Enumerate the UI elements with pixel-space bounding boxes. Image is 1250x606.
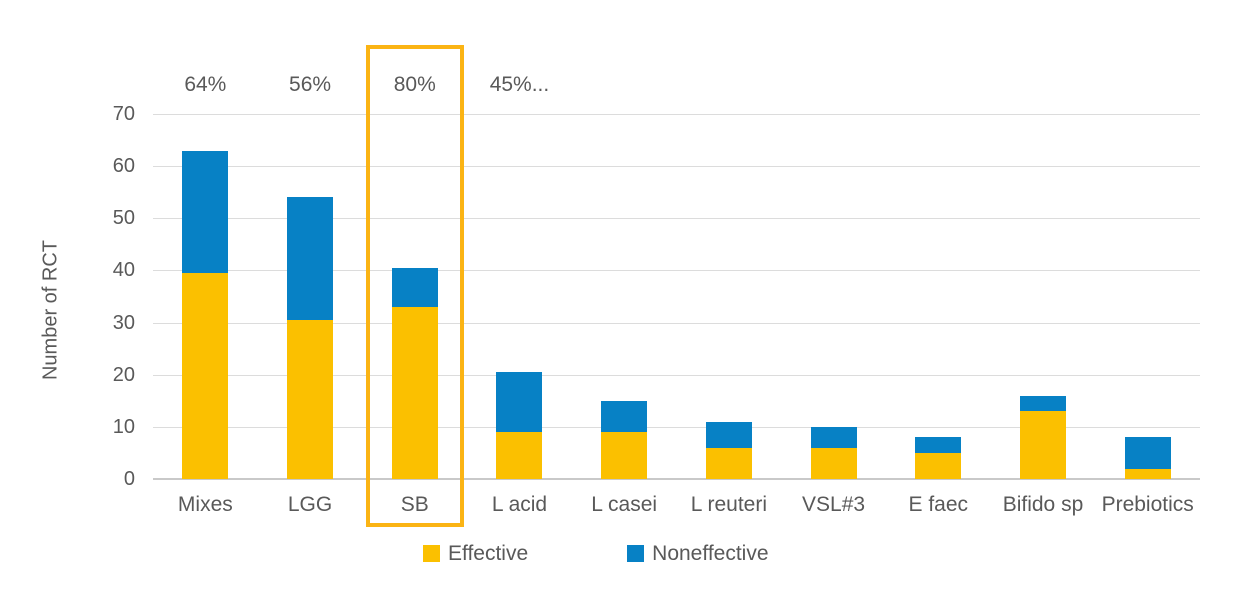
- stacked-bar-l-casei: [601, 400, 648, 479]
- y-tick-label-50: 50: [112, 207, 135, 230]
- percent-label-l-casei: [572, 72, 677, 98]
- bar-slot-bifido-sp: [991, 114, 1096, 479]
- noneffective-swatch-icon: [627, 545, 645, 562]
- x-axis-label-l-casei: L casei: [591, 493, 658, 516]
- x-axis-label-lgg: LGG: [287, 493, 333, 516]
- stacked-bar-bifido-sp: [1019, 395, 1066, 479]
- percent-label-sb: 80%: [393, 73, 436, 96]
- legend-label-noneffective: Noneffective: [652, 542, 769, 565]
- bar-segment-noneffective-e-faec: [915, 437, 962, 453]
- bar-slot-e-faec: [886, 114, 991, 479]
- bar-slot-l-acid: [467, 114, 572, 479]
- bar-segment-noneffective-bifido-sp: [1019, 395, 1066, 412]
- percent-label-mixes: 64%: [184, 73, 227, 96]
- x-axis-label-bifido-sp: Bifido sp: [1002, 493, 1084, 516]
- bar-segment-noneffective-vsl-3: [810, 426, 857, 448]
- y-tick-label-10: 10: [112, 415, 135, 438]
- bar-segment-noneffective-prebiotics: [1124, 437, 1171, 469]
- gridline-60: [153, 166, 1200, 168]
- percent-label-l-acid: 45%...: [489, 73, 550, 96]
- bar-segment-effective-lgg: [287, 319, 334, 479]
- legend-item-effective: Effective: [423, 541, 528, 566]
- gridline-70: [153, 114, 1200, 115]
- highlight-box-sb: [366, 45, 464, 527]
- bar-slot-lgg: [258, 114, 363, 479]
- x-axis-label-mixes: Mixes: [177, 493, 233, 516]
- x-axis-label-sb: SB: [400, 493, 429, 516]
- bar-segment-effective-l-acid: [496, 432, 543, 479]
- y-tick-label-0: 0: [123, 468, 135, 490]
- bar-segment-effective-vsl-3: [810, 447, 857, 479]
- bar-slot-vsl-3: [781, 114, 886, 479]
- legend: Effective Noneffective: [423, 541, 769, 566]
- gridline-20: [153, 374, 1200, 376]
- stacked-bar-prebiotics: [1124, 437, 1171, 479]
- y-axis-title: Number of RCT: [39, 239, 62, 381]
- percent-label-prebiotics: [1095, 72, 1200, 98]
- y-tick-label-20: 20: [112, 363, 135, 386]
- y-tick-label-40: 40: [112, 259, 135, 282]
- y-tick-label-60: 60: [112, 155, 135, 178]
- bar-segment-effective-sb: [391, 306, 438, 479]
- bar-slot-prebiotics: [1095, 114, 1200, 479]
- x-axis-label-prebiotics: Prebiotics: [1101, 493, 1194, 516]
- stacked-bar-mixes: [182, 150, 229, 479]
- bar-segment-effective-prebiotics: [1124, 468, 1171, 479]
- stacked-bar-l-reuteri: [705, 421, 752, 479]
- stacked-bar-e-faec: [915, 437, 962, 479]
- percent-label-vsl-3: [781, 72, 886, 98]
- bar-slot-sb: [362, 114, 467, 479]
- gridline-30: [153, 322, 1200, 324]
- legend-label-effective: Effective: [448, 542, 529, 565]
- stacked-bar-l-acid: [496, 372, 543, 479]
- bar-segment-noneffective-l-reuteri: [705, 421, 752, 448]
- bar-segment-noneffective-mixes: [182, 150, 229, 274]
- stacked-bar-sb: [391, 267, 438, 479]
- legend-item-noneffective: Noneffective: [627, 541, 769, 566]
- bar-segment-effective-l-casei: [601, 432, 648, 479]
- bar-segment-noneffective-sb: [391, 267, 438, 307]
- bar-segment-effective-bifido-sp: [1019, 411, 1066, 479]
- bar-slot-mixes: [153, 114, 258, 479]
- gridline-40: [153, 270, 1200, 272]
- y-tick-label-30: 30: [112, 311, 135, 334]
- x-axis-labels-row: Mixes LGG SB L acid L casei L reuteri VSL#3 E f…: [153, 492, 1200, 518]
- percent-label-lgg: 56%: [289, 73, 332, 96]
- x-axis-label-l-reuteri: L reuteri: [690, 493, 767, 516]
- bar-segment-noneffective-lgg: [287, 197, 334, 320]
- gridline-10: [153, 426, 1200, 428]
- percent-label-bifido-sp: [991, 72, 1096, 98]
- bar-segment-effective-l-reuteri: [705, 447, 752, 479]
- bar-segment-effective-mixes: [182, 273, 229, 479]
- bars-area: [153, 114, 1200, 479]
- bar-segment-noneffective-l-acid: [496, 372, 543, 433]
- bar-segment-effective-e-faec: [915, 452, 962, 479]
- percent-labels-row: 64% 56% 80% 45%...: [153, 72, 1200, 98]
- stacked-bar-vsl-3: [810, 426, 857, 479]
- x-axis-label-e-faec: E faec: [908, 493, 969, 516]
- percent-label-e-faec: [886, 72, 991, 98]
- x-axis-label-vsl-3: VSL#3: [802, 493, 866, 516]
- y-tick-label-70: 70: [112, 103, 135, 125]
- stacked-bar-lgg: [287, 197, 334, 479]
- effective-swatch-icon: [423, 545, 440, 562]
- percent-label-l-reuteri: [677, 72, 782, 98]
- x-axis-label-l-acid: L acid: [491, 493, 548, 516]
- bar-slot-l-reuteri: [677, 114, 782, 479]
- x-axis-line: [153, 478, 1200, 480]
- bar-slot-l-casei: [572, 114, 677, 479]
- gridline-50: [153, 218, 1200, 220]
- bar-segment-noneffective-l-casei: [601, 400, 648, 433]
